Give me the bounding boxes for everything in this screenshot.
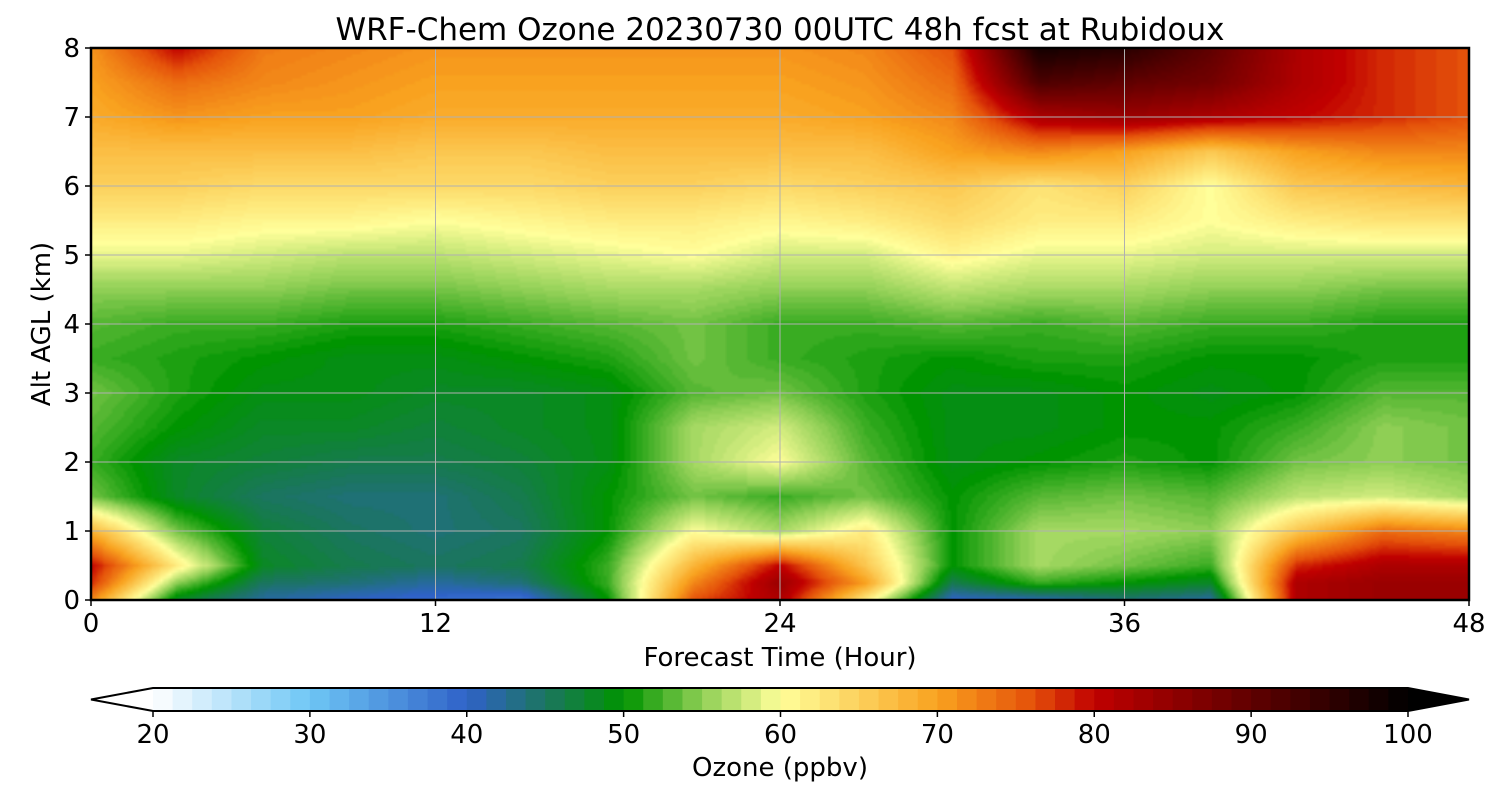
- colorbar-segment: [192, 688, 213, 711]
- colorbar-segment: [1153, 688, 1174, 711]
- colorbar-segment: [388, 688, 409, 711]
- colorbar-segment: [172, 688, 193, 711]
- colorbar-segment: [545, 688, 566, 711]
- colorbar-segment: [349, 688, 370, 711]
- y-tick-label: 1: [63, 517, 80, 547]
- colorbar-segment: [368, 688, 389, 711]
- colorbar-segment: [153, 688, 174, 711]
- colorbar-segment: [309, 688, 331, 711]
- colorbar-segment: [721, 688, 742, 711]
- colorbar-segment: [1290, 688, 1311, 711]
- colorbar-segment: [937, 688, 958, 711]
- colorbar-segment: [1388, 688, 1409, 711]
- colorbar-segment: [1309, 688, 1331, 711]
- colorbar-segment: [1015, 688, 1037, 711]
- x-tick-label: 24: [763, 609, 796, 639]
- colorbar-segment: [760, 688, 782, 711]
- colorbar-segment: [270, 688, 291, 711]
- colorbar-segment: [702, 688, 723, 711]
- colorbar-segment: [1368, 688, 1389, 711]
- colorbar-segment: [1172, 688, 1193, 711]
- colorbar-segment: [1055, 688, 1076, 711]
- colorbar-segment: [486, 688, 507, 711]
- colorbar-segment: [1133, 688, 1154, 711]
- y-axis-ticks: 0 1 2 3 4 5 6 7 8: [63, 34, 91, 616]
- colorbar-segment: [1349, 688, 1370, 711]
- y-tick-label: 0: [63, 586, 80, 616]
- y-tick-label: 2: [63, 448, 80, 478]
- colorbar-segment: [1094, 688, 1115, 711]
- colorbar-segment: [505, 688, 527, 711]
- colorbar-segment: [1113, 688, 1135, 711]
- y-tick-label: 3: [63, 379, 80, 409]
- y-tick-label: 8: [63, 34, 80, 64]
- colorbar-label: Ozone (ppbv): [692, 753, 868, 783]
- colorbar-segment: [231, 688, 252, 711]
- colorbar-segment: [917, 688, 938, 711]
- colorbar-segment: [800, 688, 821, 711]
- y-tick-label: 5: [63, 241, 80, 271]
- colorbar-segment: [447, 688, 468, 711]
- colorbar-segment: [741, 688, 762, 711]
- y-tick-label: 4: [63, 310, 80, 340]
- colorbar-tick-label: 100: [1383, 720, 1433, 750]
- colorbar-segment: [898, 688, 919, 711]
- colorbar-segment: [623, 688, 644, 711]
- colorbar-segment: [1231, 688, 1252, 711]
- colorbar-segment: [427, 688, 448, 711]
- y-tick-label: 6: [63, 172, 80, 202]
- colorbar-segment: [839, 688, 860, 711]
- colorbar-segment: [643, 688, 664, 711]
- chart-title: WRF-Chem Ozone 20230730 00UTC 48h fcst a…: [335, 12, 1224, 48]
- colorbar-segment: [211, 688, 233, 711]
- colorbar-segment: [1192, 688, 1213, 711]
- colorbar-tick-label: 90: [1235, 720, 1268, 750]
- colorbar-segment: [780, 688, 801, 711]
- colorbar-segment: [584, 688, 605, 711]
- colorbar-segment: [251, 688, 272, 711]
- y-tick-label: 7: [63, 103, 80, 133]
- colorbar-tick-label: 30: [293, 720, 326, 750]
- x-tick-label: 48: [1452, 609, 1485, 639]
- colorbar-segment: [956, 688, 978, 711]
- colorbar-segment: [604, 688, 625, 711]
- x-tick-label: 36: [1108, 609, 1141, 639]
- colorbar-tick-label: 40: [450, 720, 483, 750]
- colorbar-segment: [564, 688, 586, 711]
- x-axis-ticks: 0 12 24 36 48: [83, 600, 1486, 639]
- colorbar-segment: [525, 688, 546, 711]
- colorbar-segment: [290, 688, 311, 711]
- colorbar-segment: [1211, 688, 1233, 711]
- colorbar-segment: [329, 688, 350, 711]
- colorbar-segment: [1270, 688, 1291, 711]
- colorbar-segment: [996, 688, 1017, 711]
- x-tick-label: 0: [83, 609, 100, 639]
- x-axis-label: Forecast Time (Hour): [643, 643, 916, 673]
- x-tick-label: 12: [419, 609, 452, 639]
- colorbar-extend-low: [91, 688, 153, 711]
- colorbar-segment: [976, 688, 997, 711]
- colorbar-tick-label: 60: [764, 720, 797, 750]
- colorbar-segment: [662, 688, 684, 711]
- colorbar-segment: [1329, 688, 1350, 711]
- colorbar-segment: [466, 688, 487, 711]
- colorbar-segment: [858, 688, 880, 711]
- colorbar-tick-label: 50: [607, 720, 640, 750]
- colorbar-segment: [878, 688, 899, 711]
- colorbar: 20 30 40 50 60 70 80 90 100: [90, 687, 1470, 750]
- colorbar-tick-label: 70: [921, 720, 954, 750]
- y-axis-label: Alt AGL (km): [27, 242, 57, 406]
- colorbar-segment: [1251, 688, 1272, 711]
- colorbar-tick-label: 80: [1078, 720, 1111, 750]
- colorbar-extend-high: [1408, 688, 1469, 711]
- colorbar-segment: [682, 688, 703, 711]
- colorbar-segment: [1074, 688, 1095, 711]
- colorbar-segment: [1035, 688, 1056, 711]
- colorbar-segment: [407, 688, 429, 711]
- colorbar-segment: [819, 688, 840, 711]
- colorbar-tick-label: 20: [136, 720, 169, 750]
